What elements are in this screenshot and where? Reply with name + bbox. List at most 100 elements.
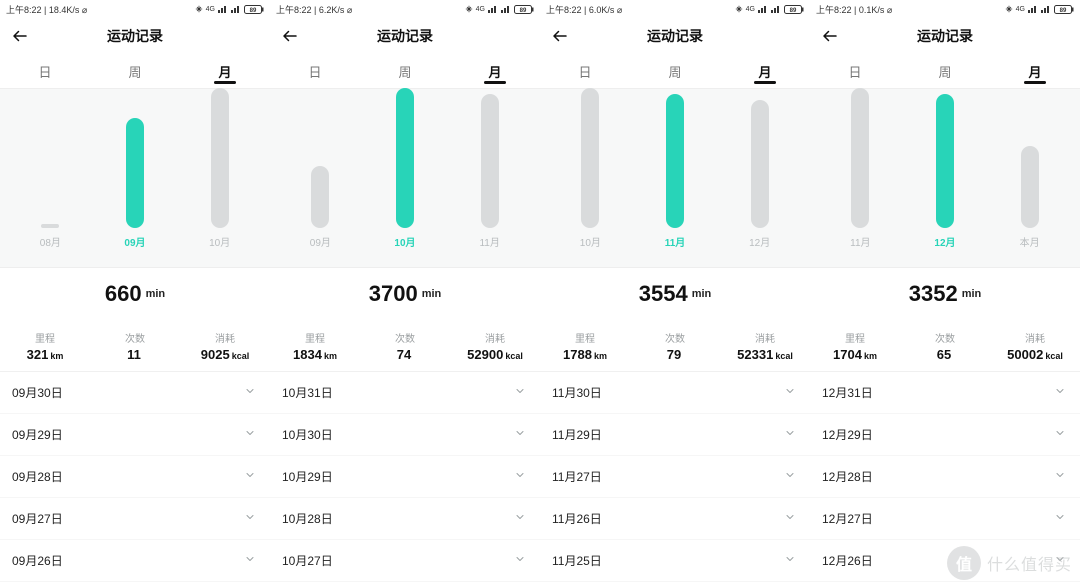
back-button[interactable] [820, 26, 840, 46]
list-item-label: 09月28日 [12, 468, 63, 485]
stat-label: 里程 [575, 330, 595, 345]
stat-value: 79 [667, 347, 683, 362]
bar[interactable] [41, 224, 59, 228]
list-item-label: 09月26日 [12, 552, 63, 569]
bar-chart[interactable]: 10月11月12月 [540, 101, 810, 249]
chart-zone: 10月11月12月 [540, 88, 810, 268]
bar[interactable] [211, 88, 229, 228]
status-right: 4G 89 [465, 5, 534, 14]
tab-week[interactable]: 周 [630, 54, 720, 88]
bar[interactable] [666, 94, 684, 228]
stat-item: 里程 321km [0, 320, 90, 371]
list-item[interactable]: 10月29日 [270, 456, 540, 498]
header: 运动记录 [540, 18, 810, 54]
chevron-down-icon [1054, 427, 1066, 442]
list-item[interactable]: 12月26日 [810, 540, 1080, 582]
chevron-down-icon [1054, 553, 1066, 568]
bar-label: 11月 [850, 234, 870, 249]
stat-label: 里程 [305, 330, 325, 345]
list-item[interactable]: 09月27日 [0, 498, 270, 540]
chart-zone: 11月 12月本月 [810, 88, 1080, 268]
bar[interactable] [396, 88, 414, 228]
tab-week[interactable]: 周 [900, 54, 990, 88]
list-item[interactable]: 10月28日 [270, 498, 540, 540]
list-item-label: 09月30日 [12, 384, 63, 401]
stat-label: 次数 [395, 330, 415, 345]
list-item[interactable]: 11月25日 [540, 540, 810, 582]
bar-label: 10月 [394, 234, 415, 249]
tab-day[interactable]: 日 [270, 54, 360, 88]
bar-column[interactable]: 11月 [455, 94, 525, 249]
chevron-down-icon [514, 511, 526, 526]
bar[interactable] [126, 118, 144, 228]
list-item[interactable]: 12月28日 [810, 456, 1080, 498]
bar-column[interactable]: 09月 [100, 118, 170, 249]
bar-column[interactable]: 10月 [185, 88, 255, 249]
list-item[interactable]: 12月27日 [810, 498, 1080, 540]
list-item[interactable]: 12月31日 [810, 372, 1080, 414]
list-item[interactable]: 11月26日 [540, 498, 810, 540]
list-item[interactable]: 09月26日 [0, 540, 270, 582]
bar-column[interactable]: 08月 [15, 224, 85, 249]
list-item[interactable]: 11月27日 [540, 456, 810, 498]
list-item[interactable]: 11月29日 [540, 414, 810, 456]
tab-month[interactable]: 月 [180, 54, 270, 88]
bar-column[interactable]: 10月 [370, 88, 440, 249]
tab-day[interactable]: 日 [810, 54, 900, 88]
chevron-down-icon [784, 553, 796, 568]
bar-column[interactable]: 12月 [725, 100, 795, 249]
bar-column[interactable]: 10月 [555, 88, 625, 249]
tab-month[interactable]: 月 [450, 54, 540, 88]
list-item[interactable]: 10月30日 [270, 414, 540, 456]
bar[interactable] [751, 100, 769, 228]
chevron-down-icon [244, 469, 256, 484]
bar-label: 08月 [40, 234, 61, 249]
list-item[interactable]: 10月31日 [270, 372, 540, 414]
chevron-down-icon [784, 469, 796, 484]
list-item[interactable]: 09月29日 [0, 414, 270, 456]
bar[interactable] [581, 88, 599, 228]
list-item[interactable]: 10月27日 [270, 540, 540, 582]
bar-chart[interactable]: 08月09月10月 [0, 101, 270, 249]
bar-chart[interactable]: 11月12月本月 [810, 101, 1080, 249]
bar[interactable] [1021, 146, 1039, 228]
header: 运动记录 [270, 18, 540, 54]
list-item-label: 12月26日 [822, 552, 873, 569]
list-item[interactable]: 09月30日 [0, 372, 270, 414]
stat-label: 消耗 [485, 330, 505, 345]
tab-week[interactable]: 周 [360, 54, 450, 88]
bar[interactable] [481, 94, 499, 228]
tab-month[interactable]: 月 [990, 54, 1080, 88]
back-button[interactable] [550, 26, 570, 46]
bar-chart[interactable]: 09月10月11月 [270, 101, 540, 249]
arrow-left-icon [551, 27, 569, 45]
bar-column[interactable]: 09月 [285, 166, 355, 249]
status-right: 4G 89 [195, 5, 264, 14]
list-item[interactable]: 12月29日 [810, 414, 1080, 456]
list-item[interactable]: 09月28日 [0, 456, 270, 498]
bar-column[interactable]: 11月 [825, 88, 895, 249]
bar[interactable] [851, 88, 869, 228]
back-button[interactable] [280, 26, 300, 46]
chevron-down-icon [514, 427, 526, 442]
tab-month[interactable]: 月 [720, 54, 810, 88]
bar-column[interactable]: 11月 [640, 94, 710, 249]
stats-row: 里程 321km次数 11消耗 9025kcal [0, 320, 270, 372]
svg-text:89: 89 [790, 8, 797, 14]
tab-day[interactable]: 日 [540, 54, 630, 88]
chevron-down-icon [244, 427, 256, 442]
total-value: 3352 [909, 281, 958, 307]
stat-value: 52331kcal [737, 347, 793, 362]
arrow-left-icon [821, 27, 839, 45]
back-button[interactable] [10, 26, 30, 46]
stat-value: 50002kcal [1007, 347, 1063, 362]
bar[interactable] [311, 166, 329, 228]
stat-item: 消耗 50002kcal [990, 320, 1080, 371]
list-item[interactable]: 11月30日 [540, 372, 810, 414]
tab-day[interactable]: 日 [0, 54, 90, 88]
bar[interactable] [936, 94, 954, 228]
bar-column[interactable]: 本月 [995, 146, 1065, 249]
list-item-label: 11月30日 [552, 384, 602, 401]
bar-column[interactable]: 12月 [910, 94, 980, 249]
tab-week[interactable]: 周 [90, 54, 180, 88]
